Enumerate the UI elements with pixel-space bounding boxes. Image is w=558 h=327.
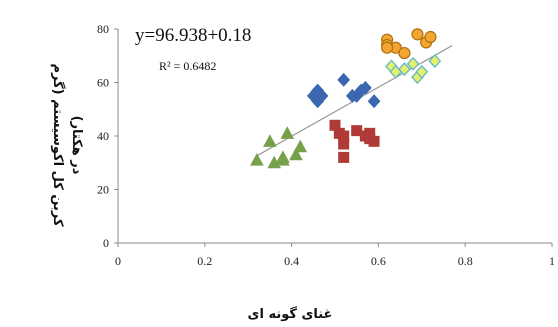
data-point xyxy=(428,54,442,69)
x-tick-label: 0.6 xyxy=(371,254,386,268)
data-point xyxy=(368,135,380,147)
data-point xyxy=(337,72,351,87)
y-tick-label: 20 xyxy=(97,183,109,197)
trendline xyxy=(256,45,453,157)
y-tick-label: 60 xyxy=(97,76,109,90)
data-point xyxy=(315,88,329,103)
data-point xyxy=(358,80,372,95)
y-tick-label: 40 xyxy=(97,129,109,143)
y-tick-label: 80 xyxy=(97,22,109,36)
y-axis-title-line-1: کربن کل اکوسیستم (گرم xyxy=(50,63,66,227)
data-point xyxy=(338,151,350,163)
data-point xyxy=(338,138,350,150)
x-axis-title: غنای گونه ای xyxy=(248,306,333,322)
data-point xyxy=(424,30,437,44)
x-tick-label: 1 xyxy=(549,254,555,268)
data-point xyxy=(398,46,411,60)
x-tick-label: 0.4 xyxy=(284,254,299,268)
data-point xyxy=(263,134,277,147)
plot-area: 0 20 40 60 80 0 0.2 0.4 0.6 0.8 1 xyxy=(97,22,555,268)
x-tick-label: 0 xyxy=(115,254,121,268)
x-tick-label: 0.2 xyxy=(197,254,212,268)
data-point xyxy=(276,153,290,166)
data-point xyxy=(415,64,429,79)
x-tick-label: 0.8 xyxy=(458,254,473,268)
y-tick-label: 0 xyxy=(103,236,109,250)
regression-equation: y=96.938+0.18 xyxy=(135,25,251,46)
data-point xyxy=(406,56,420,71)
data-point xyxy=(293,139,308,153)
data-point xyxy=(250,153,264,166)
data-point xyxy=(411,28,424,41)
data-point xyxy=(380,41,394,54)
data-point xyxy=(398,62,411,77)
data-point xyxy=(289,147,303,161)
data-point xyxy=(280,126,295,139)
y-axis-title-line-2: در هکتار) xyxy=(69,116,84,175)
data-point xyxy=(367,94,381,109)
r-squared-label: R² = 0.6482 xyxy=(159,59,216,73)
